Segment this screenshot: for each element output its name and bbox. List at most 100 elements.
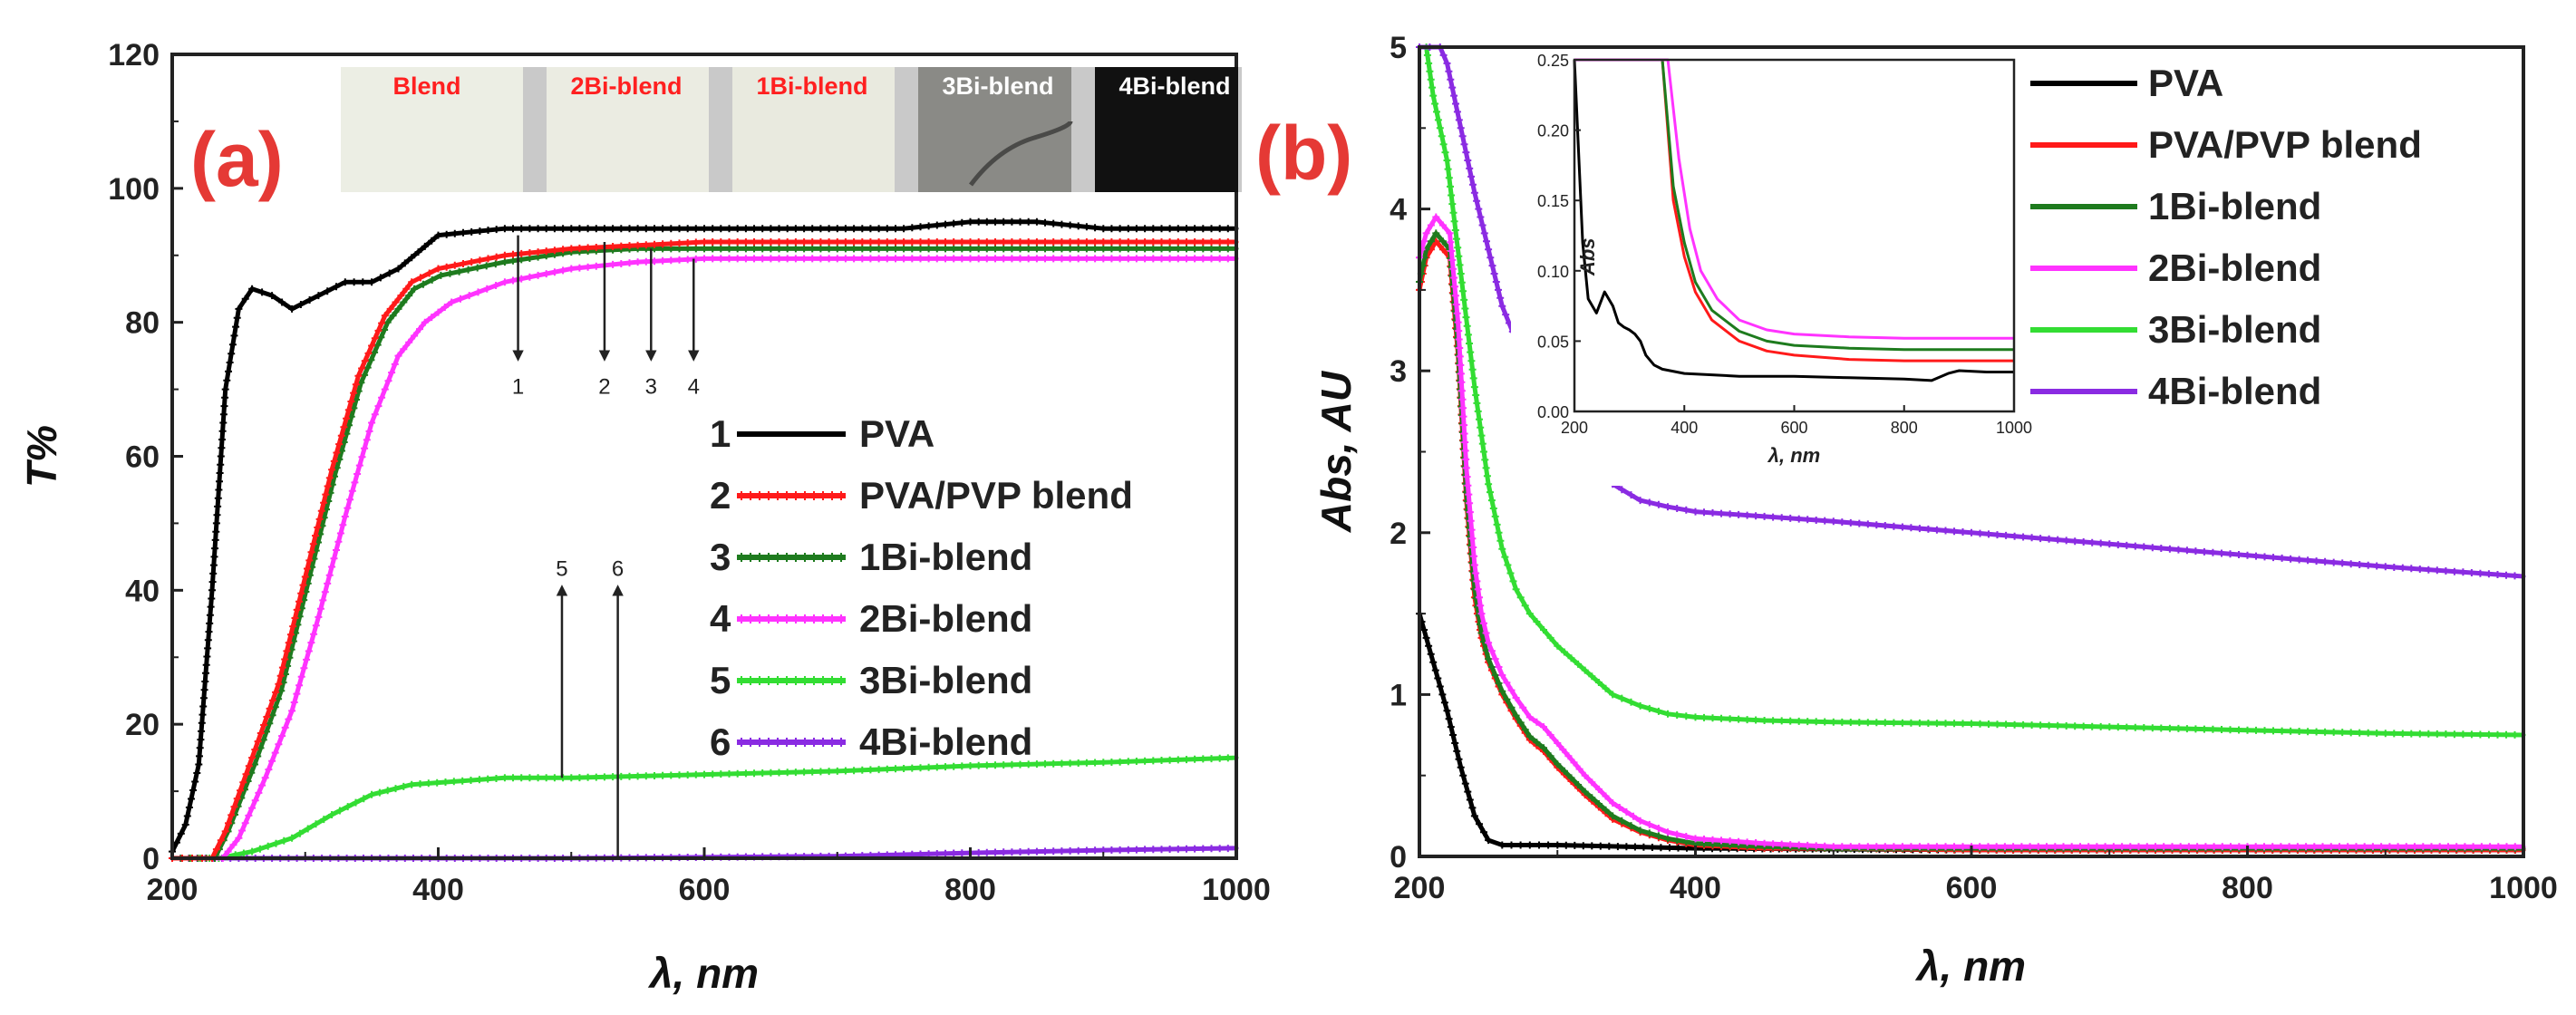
panel-a-series-4-marker <box>983 255 991 263</box>
panel-b-series-5-marker <box>1907 719 1915 727</box>
panel-a-series-1-marker <box>600 225 608 233</box>
panel-b-series-4-marker <box>1700 836 1708 843</box>
legend-swatch-marker <box>738 676 745 685</box>
panel-a-series-1-marker <box>1199 225 1207 233</box>
panel-a-series-2-marker <box>335 440 344 449</box>
panel-b-series-5-marker <box>1483 472 1491 480</box>
panel-a-series-3-marker <box>791 245 799 253</box>
legend-swatch-marker <box>801 491 809 500</box>
legend-label: 4Bi-blend <box>859 720 1032 763</box>
panel-a-series-1-marker <box>207 603 215 611</box>
panel-b-series-6-marker <box>2467 569 2475 576</box>
panel-a-series-3-marker <box>251 760 258 768</box>
panel-a-series-2-marker <box>900 238 908 246</box>
panel-a-series-4-marker <box>312 622 320 630</box>
panel-b-series-3-marker <box>1588 794 1596 802</box>
panel-b-series-6-marker <box>2114 541 2122 549</box>
panel-a-series-4-marker <box>448 298 456 306</box>
panel-a-series-4-marker <box>374 402 383 411</box>
panel-b-series-5-marker <box>2028 721 2036 730</box>
panel-b-series-5-marker <box>1588 672 1596 681</box>
panel-b-series-5-marker <box>1448 191 1456 199</box>
panel-b-series-5-marker <box>1428 83 1436 92</box>
panel-b-series-5-marker <box>1898 719 1906 727</box>
legend-swatch-marker <box>792 614 799 624</box>
panel-b-series-5-marker <box>1881 719 1889 727</box>
panel-a-series-3-marker <box>394 304 402 313</box>
panel-b-series-4-marker <box>1466 499 1474 508</box>
panel-b-series-4-marker <box>2368 843 2377 851</box>
panel-b-ylabel: Abs, AU <box>1312 370 1360 533</box>
panel-a-series-3-marker <box>275 695 283 703</box>
legend-swatch-marker <box>801 676 809 685</box>
panel-b-series-6-marker <box>1968 528 1975 536</box>
panel-b-series-4-marker <box>1470 561 1478 569</box>
panel-b-series-5-marker <box>2183 725 2191 733</box>
panel-a-series-1-marker <box>203 652 211 661</box>
panel-b-series-4-marker <box>1575 765 1583 773</box>
panel-b-series-4-marker <box>2486 843 2494 851</box>
panel-a-series-4-marker <box>378 393 386 401</box>
panel-b-series-5-marker <box>2200 725 2208 733</box>
legend-swatch-marker <box>838 676 845 685</box>
panel-b-series-6-marker <box>1942 527 1950 535</box>
panel-a-series-2-marker <box>692 238 700 246</box>
panel-b-series-5-marker <box>1459 287 1467 295</box>
panel-a-series-4-marker <box>817 255 825 263</box>
panel-a-series-5-marker <box>992 761 999 769</box>
panel-a-series-4-marker <box>255 788 263 797</box>
panel-a-series-5-marker <box>600 773 608 781</box>
panel-a-ytick-label: 100 <box>108 172 160 207</box>
panel-a-series-3-marker <box>1199 245 1207 253</box>
panel-b-series-6-marker <box>2028 534 2036 542</box>
panel-a-series-2-marker <box>228 811 236 819</box>
panel-b-series-4-marker <box>1829 843 1837 851</box>
panel-a-series-6-marker <box>992 848 999 856</box>
panel-a-series-1-marker <box>201 678 209 685</box>
panel-b-series-6-marker <box>1460 140 1468 149</box>
panel-b-series-4-marker <box>1769 840 1777 848</box>
panel-b-series-5-marker <box>2131 723 2139 731</box>
panel-a-ytick-label: 120 <box>108 38 160 72</box>
panel-a-series-1-marker <box>741 225 750 233</box>
panel-b-series-6-marker <box>1487 254 1495 262</box>
panel-a-series-1-marker <box>213 511 221 519</box>
panel-b-series-4-marker <box>2461 843 2469 851</box>
panel-b-series-1-marker <box>1447 723 1455 731</box>
panel-b-series-4-marker <box>2126 843 2135 851</box>
panel-a-series-2-marker <box>221 827 229 836</box>
panel-b-series-4-marker <box>1487 647 1496 655</box>
panel-a-series-5-marker <box>500 774 508 782</box>
panel-b-series-5-marker <box>2157 724 2165 732</box>
panel-a-series-1-marker <box>235 304 243 313</box>
panel-a-series-3-marker <box>741 245 750 253</box>
panel-b-series-5-marker <box>1846 719 1855 726</box>
panel-a-series-6-marker <box>942 849 949 857</box>
panel-b-series-4-marker <box>1467 517 1475 525</box>
panel-a-series-1-marker <box>1207 225 1215 233</box>
panel-a-series-6-marker <box>1199 845 1207 853</box>
panel-a-series-5-marker <box>344 803 352 811</box>
panel-b-series-1-marker <box>1464 788 1472 796</box>
panel-a-series-2-marker <box>237 787 244 795</box>
panel-a-series-5-marker <box>408 780 416 788</box>
panel-a-series-2-marker <box>617 242 625 250</box>
panel-b-series-6-marker <box>2321 557 2329 566</box>
panel-a-series-2-marker <box>305 556 314 565</box>
panel-a-series-1-marker <box>476 227 484 235</box>
panel-b-series-5-marker <box>1664 710 1671 718</box>
panel-b-series-3-marker <box>1581 788 1589 796</box>
panel-b-series-4-marker <box>1959 843 1967 851</box>
annotation-number: 5 <box>556 556 567 581</box>
panel-a-series-1-marker <box>219 419 228 427</box>
panel-b-series-5-marker <box>1449 208 1457 217</box>
sample-label: 3Bi-blend <box>942 72 1053 100</box>
panel-a-series-5-marker <box>651 772 658 779</box>
panel-b-series-5-marker <box>1462 314 1470 322</box>
panel-a-series-4-marker <box>741 255 750 263</box>
inset-xtick-label: 600 <box>1780 419 1807 437</box>
panel-b-series-5-marker <box>2088 722 2097 730</box>
panel-a-series-5-marker <box>817 768 825 776</box>
panel-a-series-2-marker <box>1082 238 1090 246</box>
panel-b-series-5-marker <box>1474 407 1482 415</box>
